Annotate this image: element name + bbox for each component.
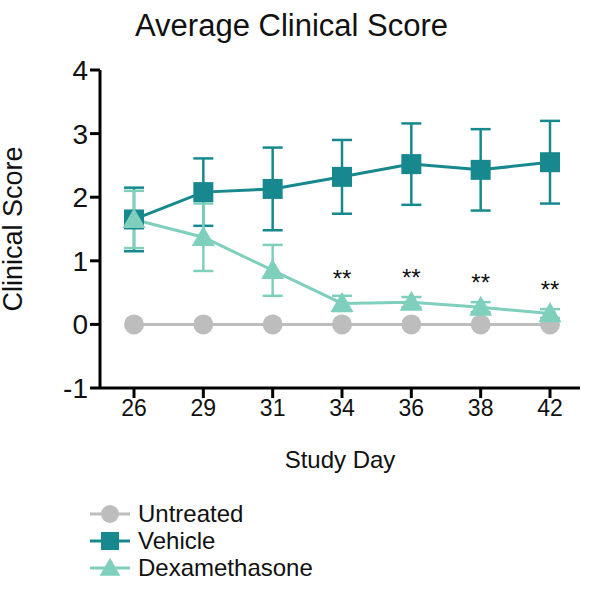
svg-text:0: 0 xyxy=(72,309,88,340)
svg-text:Clinical Score: Clinical Score xyxy=(8,146,28,311)
svg-text:26: 26 xyxy=(121,395,147,421)
svg-text:**: ** xyxy=(402,264,421,291)
html-text:Average Clinical Score: Average Clinical Score xyxy=(135,8,448,43)
svg-text:42: 42 xyxy=(537,395,563,421)
html-text:Untreated: Untreated xyxy=(138,499,244,527)
svg-text:29: 29 xyxy=(191,395,217,421)
svg-text:36: 36 xyxy=(399,395,425,421)
svg-text:1: 1 xyxy=(72,246,88,277)
html-text:Dexamethasone: Dexamethasone xyxy=(138,553,313,581)
svg-text:34: 34 xyxy=(329,395,355,421)
svg-text:**: ** xyxy=(541,276,560,303)
svg-text:4: 4 xyxy=(72,55,88,86)
svg-text:3: 3 xyxy=(72,119,88,150)
svg-text:Study Day: Study Day xyxy=(285,446,396,473)
svg-text:2: 2 xyxy=(72,182,88,213)
svg-text:**: ** xyxy=(471,269,490,296)
html-text:Vehicle: Vehicle xyxy=(138,526,216,554)
svg-text:**: ** xyxy=(333,265,352,292)
svg-text:38: 38 xyxy=(468,395,494,421)
svg-text:-1: -1 xyxy=(63,373,88,404)
svg-text:31: 31 xyxy=(260,395,286,421)
